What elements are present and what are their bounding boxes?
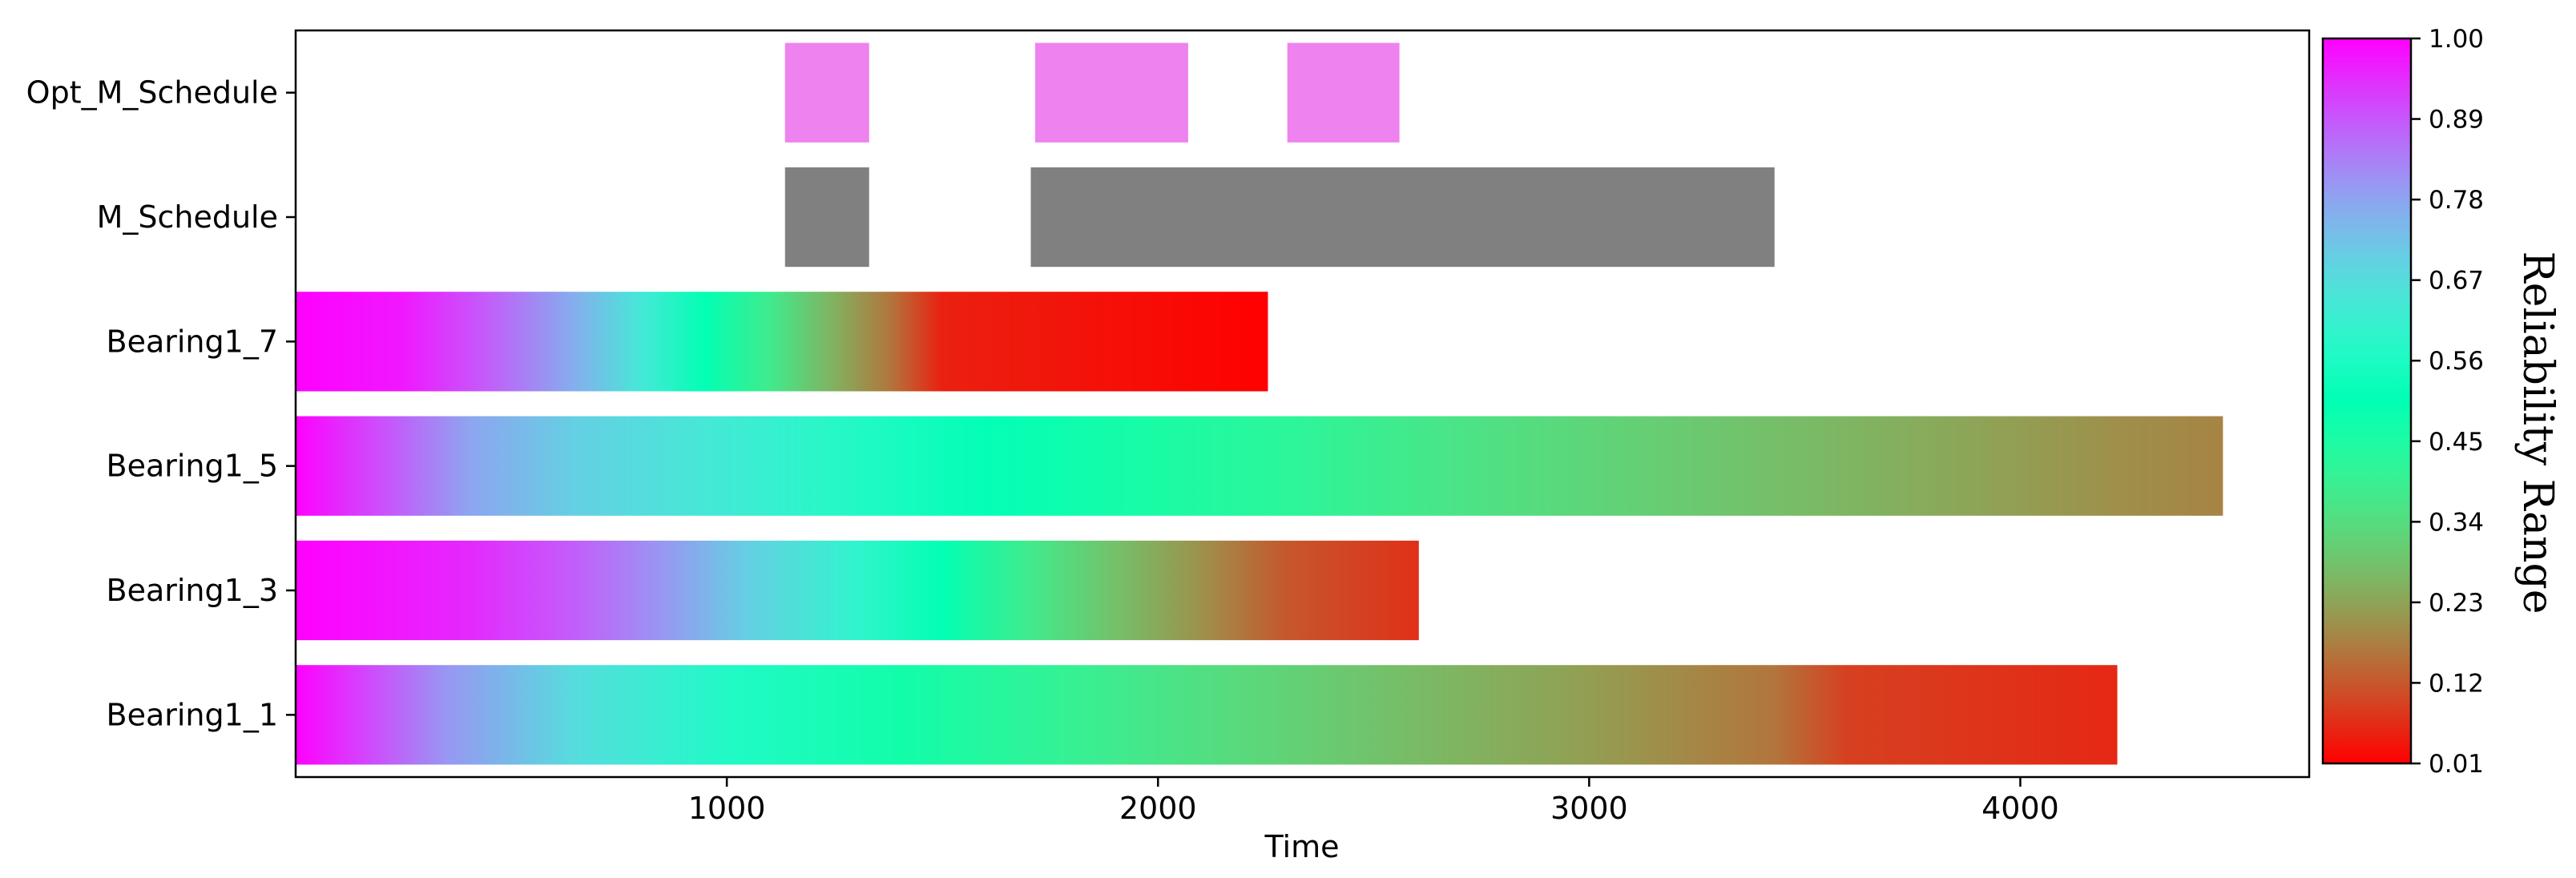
reliability-bar — [296, 292, 1268, 392]
schedule-bar — [1034, 42, 1188, 143]
y-tick-label: Bearing1_3 — [107, 573, 278, 608]
schedule-bar — [784, 42, 869, 143]
colorbar-tick-label: 0.67 — [2429, 267, 2484, 296]
x-tick-label: 1000 — [688, 791, 766, 826]
colorbar-ticks: 1.00 0.89 0.78 0.67 0.56 0.45 0.34 0.23 0.12 0.01 — [2411, 25, 2484, 779]
y-axis: Opt_M_Schedule M_Schedule Bearing1_7 Bearin… — [26, 75, 296, 732]
x-tick-label: 3000 — [1550, 791, 1628, 826]
y-tick-label: Bearing1_1 — [107, 697, 278, 732]
colorbar-title: Reliability Range — [2514, 251, 2562, 614]
colorbar-tick-label: 0.78 — [2429, 186, 2484, 215]
reliability-bar — [296, 665, 2118, 765]
reliability-bar — [296, 540, 1419, 641]
bars-layer — [296, 42, 2223, 765]
plot-frame — [294, 29, 2311, 779]
schedule-bar — [1287, 42, 1400, 143]
colorbar-tick-label: 1.00 — [2429, 25, 2484, 54]
colorbar-tick-label: 0.23 — [2429, 589, 2484, 618]
colorbar-tick-label: 0.89 — [2429, 106, 2484, 135]
colorbar-tick-label: 0.56 — [2429, 347, 2484, 376]
schedule-bar — [1030, 167, 1775, 268]
y-tick-label: Bearing1_5 — [107, 449, 278, 484]
x-tick-label: 4000 — [1981, 791, 2059, 826]
colorbar-tick-label: 0.12 — [2429, 669, 2484, 698]
schedule-bar — [784, 167, 869, 268]
x-axis-label: Time — [1264, 829, 1340, 864]
y-tick-label: Opt_M_Schedule — [26, 75, 278, 111]
colorbar-tick-label: 0.01 — [2429, 750, 2484, 779]
colorbar-tick-label: 0.34 — [2429, 508, 2484, 537]
y-tick-label: Bearing1_7 — [107, 324, 278, 359]
reliability-bar — [296, 416, 2223, 516]
colorbar-tick-label: 0.45 — [2429, 428, 2484, 457]
x-axis: 1000 2000 3000 4000 — [688, 777, 2059, 826]
y-tick-label: M_Schedule — [97, 199, 278, 235]
colorbar: 1.00 0.89 0.78 0.67 0.56 0.45 0.34 0.23 0.12 0.01… — [2321, 25, 2562, 779]
x-tick-label: 2000 — [1119, 791, 1197, 826]
colorbar-gradient — [2321, 37, 2413, 765]
